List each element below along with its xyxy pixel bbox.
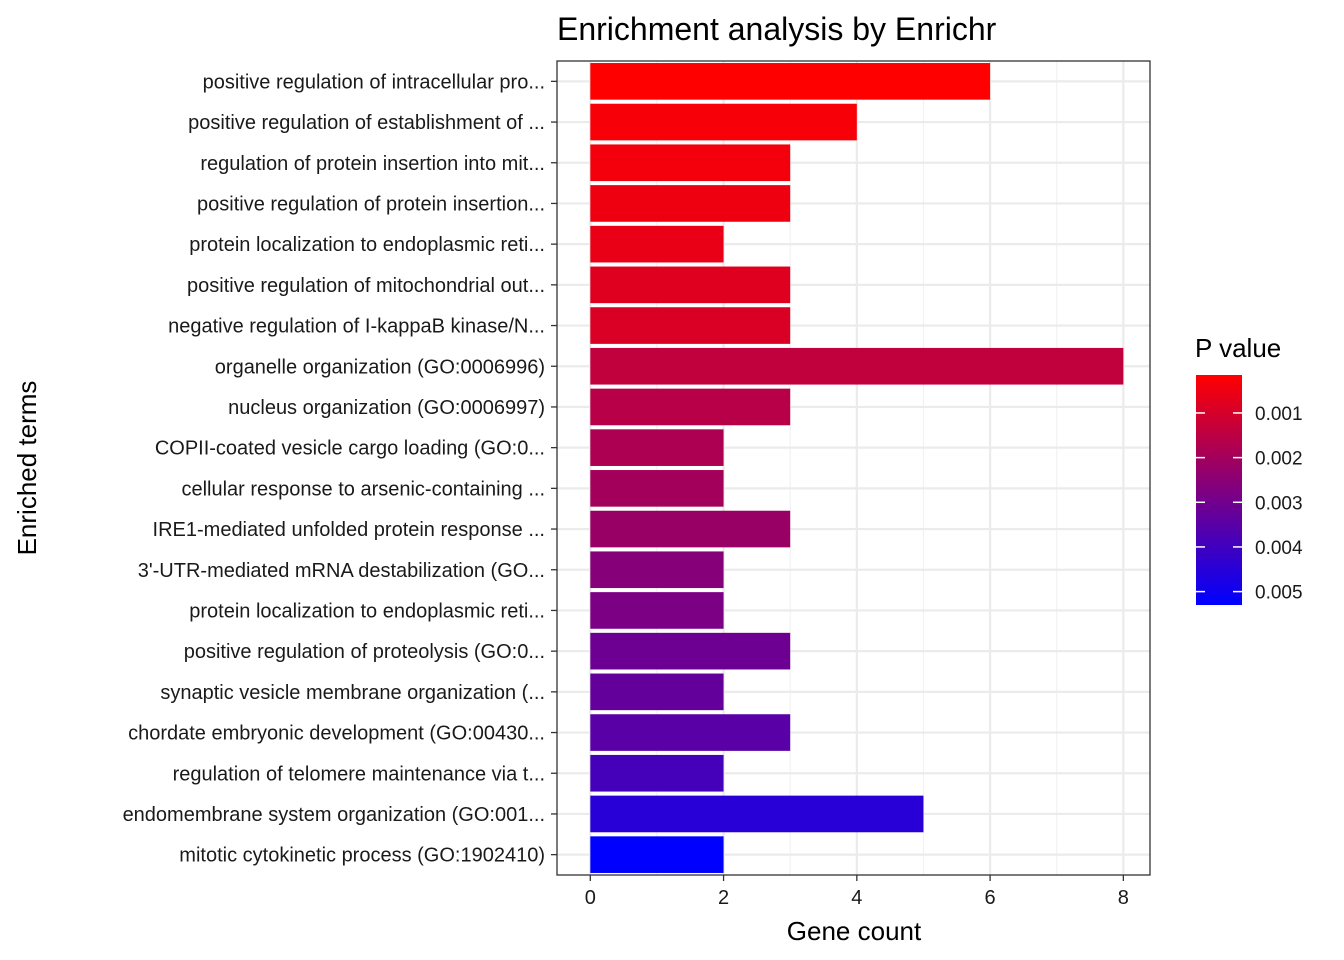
y-tick-label: COPII-coated vesicle cargo loading (GO:0… — [155, 438, 545, 460]
x-tick-label: 2 — [718, 887, 729, 909]
bar — [590, 714, 791, 751]
bar — [590, 673, 724, 711]
x-axis: 0 2 4 6 8 — [585, 875, 1129, 909]
legend-title: P value — [1195, 333, 1281, 363]
y-tick-label: nucleus organization (GO:0006997) — [228, 397, 545, 419]
legend: P value 0.001 0.002 0.003 0.004 0.005 — [1195, 333, 1303, 605]
x-axis-title: Gene count — [787, 916, 922, 946]
legend-tick-label: 0.002 — [1255, 449, 1303, 470]
y-tick-label: protein localization to endoplasmic reti… — [189, 600, 545, 622]
y-tick-label: cellular response to arsenic-containing … — [181, 478, 545, 500]
bar — [590, 185, 791, 222]
bar — [590, 754, 724, 792]
y-tick-label: positive regulation of intracellular pro… — [203, 71, 545, 93]
y-tick-label: mitotic cytokinetic process (GO:1902410) — [179, 845, 545, 867]
x-tick-label: 8 — [1118, 887, 1129, 909]
y-tick-label: negative regulation of I-kappaB kinase/N… — [168, 316, 545, 338]
bar — [590, 470, 724, 507]
y-tick-label: endomembrane system organization (GO:001… — [123, 804, 545, 826]
y-axis-title: Enriched terms — [12, 381, 42, 556]
legend-tick-label: 0.003 — [1255, 493, 1303, 514]
bar — [590, 347, 1124, 385]
bar — [590, 63, 991, 100]
bar — [590, 225, 724, 263]
y-tick-label: organelle organization (GO:0006996) — [215, 356, 545, 378]
legend-tick-label: 0.001 — [1255, 404, 1303, 425]
y-tick-label: chordate embryonic development (GO:00430… — [128, 723, 545, 745]
y-tick-label: positive regulation of proteolysis (GO:0… — [184, 641, 545, 663]
bar — [590, 103, 857, 141]
y-tick-label: synaptic vesicle membrane organization (… — [160, 682, 545, 704]
legend-tick-label: 0.005 — [1255, 583, 1303, 604]
x-tick-label: 0 — [585, 887, 596, 909]
legend-tick-label: 0.004 — [1255, 538, 1303, 559]
bars — [590, 63, 1124, 873]
bar — [590, 388, 791, 426]
bar — [590, 632, 791, 670]
bar — [590, 429, 724, 466]
legend-colorbar — [1196, 375, 1242, 605]
bar — [590, 266, 791, 304]
bar — [590, 592, 724, 629]
bar — [590, 551, 724, 589]
y-tick-label: regulation of protein insertion into mit… — [200, 153, 545, 175]
legend-ticks: 0.001 0.002 0.003 0.004 0.005 — [1196, 404, 1303, 604]
bar — [590, 510, 791, 548]
y-tick-label: IRE1-mediated unfolded protein response … — [153, 519, 545, 541]
y-tick-label: 3'-UTR-mediated mRNA destabilization (GO… — [138, 560, 545, 582]
y-tick-label: regulation of telomere maintenance via t… — [173, 763, 545, 785]
bar — [590, 307, 791, 344]
bar — [590, 144, 791, 182]
x-tick-label: 6 — [985, 887, 996, 909]
bar — [590, 836, 724, 873]
y-tick-label: positive regulation of mitochondrial out… — [187, 275, 545, 297]
panel-border — [556, 60, 1151, 876]
chart-title: Enrichment analysis by Enrichr — [557, 11, 997, 47]
panel-background — [557, 61, 1150, 875]
bar — [590, 795, 924, 833]
y-tick-label: positive regulation of protein insertion… — [197, 193, 545, 215]
y-tick-label: positive regulation of establishment of … — [188, 112, 545, 134]
plot-panel — [556, 60, 1151, 876]
y-axis: positive regulation of intracellular pro… — [123, 71, 557, 867]
y-tick-label: protein localization to endoplasmic reti… — [189, 234, 545, 256]
x-tick-label: 4 — [851, 887, 862, 909]
